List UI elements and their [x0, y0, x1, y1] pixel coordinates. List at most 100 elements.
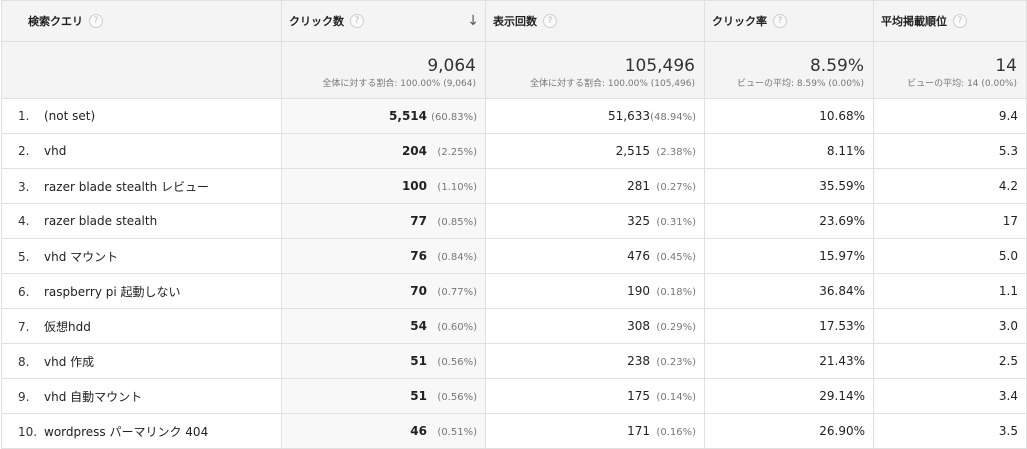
position-value: 9.4 [998, 109, 1018, 123]
summary-ctr-value: 8.59% [809, 55, 864, 76]
help-icon[interactable]: ? [773, 14, 787, 28]
impressions-percent: (2.38%) [656, 147, 696, 158]
clicks-value: 70 [410, 284, 427, 298]
position-value: 5.3 [998, 144, 1018, 158]
ctr-cell: 17.53% [704, 308, 874, 344]
clicks-percent: (60.83%) [431, 112, 477, 123]
position-value: 2.5 [998, 354, 1018, 368]
impressions-cell: 190 (0.18%) [485, 273, 705, 309]
column-header-impressions[interactable]: 表示回数? [485, 0, 705, 42]
keyword-text[interactable]: razer blade stealth レビュー [44, 179, 209, 194]
clicks-percent: (0.60%) [437, 322, 477, 333]
keyword-text[interactable]: vhd 作成 [44, 354, 95, 369]
position-value: 3.5 [998, 424, 1018, 438]
clicks-value: 51 [410, 389, 427, 403]
ctr-cell: 26.90% [704, 413, 874, 449]
ctr-value: 21.43% [819, 354, 865, 368]
table-row[interactable]: 10. wordpress パーマリンク 404 46 (0.51%) 171 (0.16… [1, 413, 1027, 449]
keyword-text[interactable]: wordpress パーマリンク 404 [44, 424, 209, 439]
ctr-cell: 36.84% [704, 273, 874, 309]
table-row[interactable]: 3. razer blade stealth レビュー 100 (1.10%) 281 (… [1, 168, 1027, 204]
help-icon[interactable]: ? [543, 14, 557, 28]
summary-ctr-sub: ビューの平均: 8.59% (0.00%) [737, 78, 864, 89]
summary-impressions-sub: 全体に対する割合: 100.00% (105,496) [529, 78, 695, 89]
column-header-position[interactable]: 平均掲載順位? [873, 0, 1027, 42]
summary-clicks-value: 9,064 [427, 55, 476, 76]
keyword-text[interactable]: raspberry pi 起動しない [44, 284, 181, 299]
position-cell: 5.3 [873, 133, 1027, 169]
impressions-percent: (48.94%) [650, 112, 696, 123]
ctr-value: 23.69% [819, 214, 865, 228]
position-cell: 9.4 [873, 98, 1027, 134]
position-cell: 2.5 [873, 343, 1027, 379]
keyword-cell[interactable]: 2. vhd [1, 133, 282, 169]
impressions-cell: 325 (0.31%) [485, 203, 705, 239]
help-icon[interactable]: ? [89, 14, 103, 28]
keyword-text[interactable]: razer blade stealth [44, 214, 158, 228]
impressions-cell: 175 (0.14%) [485, 378, 705, 414]
column-header-position-label: 平均掲載順位 [881, 15, 947, 28]
keyword-cell[interactable]: 10. wordpress パーマリンク 404 [1, 413, 282, 449]
keyword-text[interactable]: vhd [44, 144, 67, 158]
keyword-text[interactable]: 仮想hdd [44, 319, 91, 334]
ctr-value: 10.68% [819, 109, 865, 123]
ctr-cell: 23.69% [704, 203, 874, 239]
keyword-text[interactable]: vhd 自動マウント [44, 389, 143, 404]
table-row[interactable]: 6. raspberry pi 起動しない 70 (0.77%) 190 (0.18%) 3… [1, 273, 1027, 309]
clicks-cell: 70 (0.77%) [281, 273, 486, 309]
keyword-cell[interactable]: 3. razer blade stealth レビュー [1, 168, 282, 204]
impressions-value: 190 [627, 284, 650, 298]
clicks-cell: 5,514 (60.83%) [281, 98, 486, 134]
position-value: 17 [1002, 214, 1018, 228]
ctr-value: 8.11% [826, 144, 865, 158]
keyword-cell[interactable]: 4. razer blade stealth [1, 203, 282, 239]
clicks-cell: 51 (0.56%) [281, 343, 486, 379]
impressions-percent: (0.31%) [656, 217, 696, 228]
table-row[interactable]: 7. 仮想hdd 54 (0.60%) 308 (0.29%) 17.53% 3.0 [1, 308, 1027, 344]
clicks-percent: (1.10%) [437, 182, 477, 193]
header-row: 検索クエリ? クリック数? ↓ 表示回数? クリック率? 平均掲載順位? [1, 0, 1027, 42]
impressions-cell: 281 (0.27%) [485, 168, 705, 204]
column-header-keyword[interactable]: 検索クエリ? [1, 0, 282, 42]
impressions-percent: (0.14%) [656, 392, 696, 403]
clicks-value: 77 [410, 214, 427, 228]
keyword-text[interactable]: (not set) [44, 109, 96, 123]
keyword-cell[interactable]: 1. (not set) [1, 98, 282, 134]
keyword-text[interactable]: vhd マウント [44, 249, 119, 264]
table-row[interactable]: 5. vhd マウント 76 (0.84%) 476 (0.45%) 15.97% 5.0 [1, 238, 1027, 274]
clicks-value: 5,514 [389, 109, 427, 123]
impressions-cell: 171 (0.16%) [485, 413, 705, 449]
table-row[interactable]: 4. razer blade stealth 77 (0.85%) 325 (0.31%)… [1, 203, 1027, 239]
row-index: 3. [18, 179, 30, 194]
ctr-value: 35.59% [819, 179, 865, 193]
table-row[interactable]: 9. vhd 自動マウント 51 (0.56%) 175 (0.14%) 29.14% 3.4 [1, 378, 1027, 414]
summary-impressions-value: 105,496 [624, 55, 695, 76]
ctr-value: 26.90% [819, 424, 865, 438]
table-row[interactable]: 1. (not set) 5,514 (60.83%) 51,633(48.94%) 10… [1, 98, 1027, 134]
impressions-percent: (0.29%) [656, 322, 696, 333]
position-value: 4.2 [998, 179, 1018, 193]
impressions-cell: 308 (0.29%) [485, 308, 705, 344]
position-cell: 17 [873, 203, 1027, 239]
keyword-cell[interactable]: 8. vhd 作成 [1, 343, 282, 379]
summary-position-value: 14 [995, 55, 1017, 76]
ctr-cell: 8.11% [704, 133, 874, 169]
keyword-cell[interactable]: 6. raspberry pi 起動しない [1, 273, 282, 309]
sort-descending-icon[interactable]: ↓ [467, 13, 479, 29]
help-icon[interactable]: ? [350, 14, 364, 28]
table-row[interactable]: 2. vhd 204 (2.25%) 2,515 (2.38%) 8.11% 5.3 [1, 133, 1027, 169]
keyword-cell[interactable]: 5. vhd マウント [1, 238, 282, 274]
position-cell: 4.2 [873, 168, 1027, 204]
clicks-cell: 100 (1.10%) [281, 168, 486, 204]
impressions-percent: (0.23%) [656, 357, 696, 368]
row-index: 10. [18, 424, 38, 439]
table-row[interactable]: 8. vhd 作成 51 (0.56%) 238 (0.23%) 21.43% 2.5 [1, 343, 1027, 379]
clicks-value: 76 [410, 249, 427, 263]
help-icon[interactable]: ? [953, 14, 967, 28]
keyword-cell[interactable]: 9. vhd 自動マウント [1, 378, 282, 414]
clicks-cell: 204 (2.25%) [281, 133, 486, 169]
keyword-cell[interactable]: 7. 仮想hdd [1, 308, 282, 344]
column-header-ctr[interactable]: クリック率? [704, 0, 874, 42]
column-header-clicks[interactable]: クリック数? ↓ [281, 0, 486, 42]
